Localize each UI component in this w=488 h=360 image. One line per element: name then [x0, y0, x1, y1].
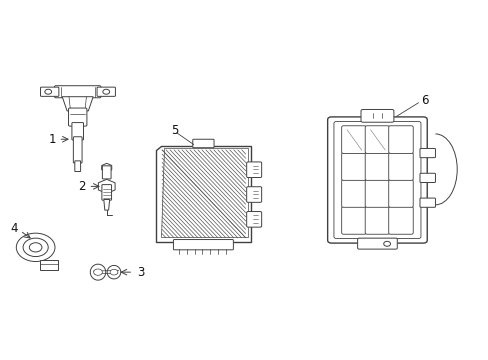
FancyBboxPatch shape	[97, 87, 115, 96]
Polygon shape	[41, 260, 58, 270]
FancyBboxPatch shape	[75, 161, 81, 171]
FancyBboxPatch shape	[246, 187, 261, 202]
Polygon shape	[62, 97, 93, 111]
FancyBboxPatch shape	[388, 126, 412, 153]
FancyBboxPatch shape	[72, 123, 83, 140]
Circle shape	[110, 269, 118, 275]
Polygon shape	[161, 148, 247, 237]
FancyBboxPatch shape	[246, 162, 261, 177]
FancyBboxPatch shape	[419, 173, 435, 183]
FancyBboxPatch shape	[365, 207, 389, 234]
FancyBboxPatch shape	[327, 117, 427, 243]
FancyBboxPatch shape	[341, 180, 366, 207]
FancyBboxPatch shape	[68, 108, 87, 126]
Text: 3: 3	[137, 266, 144, 279]
FancyBboxPatch shape	[102, 185, 111, 200]
FancyBboxPatch shape	[357, 238, 396, 249]
Circle shape	[94, 269, 102, 275]
Text: 6: 6	[420, 94, 427, 107]
FancyBboxPatch shape	[365, 126, 389, 153]
Text: 5: 5	[170, 124, 178, 137]
FancyBboxPatch shape	[173, 239, 233, 250]
FancyBboxPatch shape	[419, 198, 435, 207]
FancyBboxPatch shape	[365, 153, 389, 180]
Text: 4: 4	[10, 222, 18, 235]
FancyBboxPatch shape	[333, 122, 420, 238]
FancyBboxPatch shape	[341, 207, 366, 234]
Polygon shape	[98, 179, 115, 193]
FancyBboxPatch shape	[54, 86, 101, 98]
Text: 2: 2	[78, 180, 86, 193]
Text: 1: 1	[48, 133, 56, 146]
Circle shape	[23, 238, 48, 257]
FancyBboxPatch shape	[388, 180, 412, 207]
FancyBboxPatch shape	[388, 153, 412, 180]
FancyBboxPatch shape	[341, 153, 366, 180]
FancyBboxPatch shape	[102, 166, 111, 179]
Circle shape	[102, 89, 109, 94]
FancyBboxPatch shape	[341, 126, 366, 153]
Circle shape	[16, 233, 55, 261]
Polygon shape	[102, 163, 112, 172]
FancyBboxPatch shape	[192, 139, 214, 148]
Circle shape	[383, 241, 390, 246]
Polygon shape	[103, 199, 109, 210]
FancyBboxPatch shape	[419, 148, 435, 158]
FancyBboxPatch shape	[365, 180, 389, 207]
Circle shape	[29, 243, 42, 252]
FancyBboxPatch shape	[360, 109, 393, 122]
FancyBboxPatch shape	[388, 207, 412, 234]
FancyBboxPatch shape	[73, 137, 82, 163]
FancyBboxPatch shape	[41, 87, 59, 96]
Polygon shape	[156, 146, 250, 242]
FancyBboxPatch shape	[246, 212, 261, 227]
Circle shape	[45, 89, 52, 94]
